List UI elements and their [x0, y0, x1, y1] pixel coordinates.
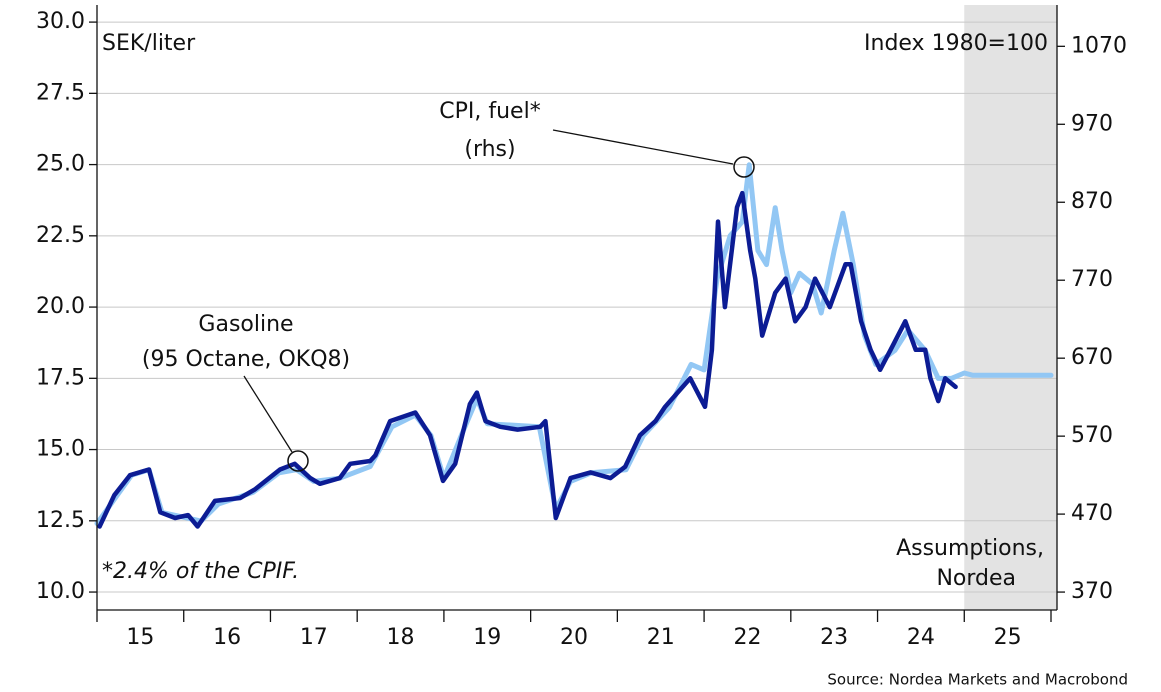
annotation: Gasoline	[198, 312, 293, 337]
x-tick-label: 15	[126, 625, 154, 650]
x-tick-label: 23	[820, 625, 848, 650]
x-tick-label: 17	[300, 625, 328, 650]
y2-tick-label: 770	[1071, 267, 1113, 292]
annotation: (rhs)	[464, 137, 515, 162]
y-tick-label: 12.5	[36, 508, 85, 533]
x-tick-label: 20	[560, 625, 588, 650]
y-axis-label: SEK/liter	[102, 31, 196, 56]
y-tick-label: 30.0	[36, 9, 85, 34]
source: Source: Nordea Markets and Macrobond	[827, 671, 1128, 689]
y2-tick-label: 670	[1071, 345, 1113, 370]
y-tick-label: 15.0	[36, 437, 85, 462]
annotation: Assumptions,	[896, 536, 1044, 561]
x-tick-label: 25	[994, 625, 1022, 650]
series-line	[97, 190, 958, 529]
annotation-circle	[287, 450, 309, 472]
y2-tick-label: 570	[1071, 423, 1113, 448]
annotation: Nordea	[936, 566, 1016, 591]
x-tick-label: 22	[733, 625, 761, 650]
y-tick-label: 22.5	[36, 223, 85, 248]
y-tick-label: 25.0	[36, 152, 85, 177]
x-tick-label: 18	[387, 625, 415, 650]
y-tick-label: 27.5	[36, 80, 85, 105]
y2-tick-label: 470	[1071, 501, 1113, 526]
y2-tick-label: 1070	[1071, 33, 1127, 58]
x-tick-label: 24	[907, 625, 935, 650]
footnote: *2.4% of the CPIF.	[102, 559, 299, 584]
y-tick-label: 20.0	[36, 294, 85, 319]
leader-line	[243, 375, 293, 453]
annotation: (95 Octane, OKQ8)	[142, 347, 350, 372]
leader-line	[552, 129, 734, 165]
y-tick-label: 17.5	[36, 365, 85, 390]
y2-tick-label: 870	[1071, 189, 1113, 214]
y2-tick-label: 970	[1071, 111, 1113, 136]
annotation-circle	[733, 156, 755, 178]
x-tick-label: 19	[473, 625, 501, 650]
y-tick-label: 10.0	[36, 579, 85, 604]
x-tick-label: 16	[213, 625, 241, 650]
y2-axis-label: Index 1980=100	[864, 31, 1048, 56]
y2-tick-label: 370	[1071, 579, 1113, 604]
annotation: CPI, fuel*	[439, 99, 540, 124]
x-tick-label: 21	[647, 625, 675, 650]
series-line	[94, 162, 1054, 526]
